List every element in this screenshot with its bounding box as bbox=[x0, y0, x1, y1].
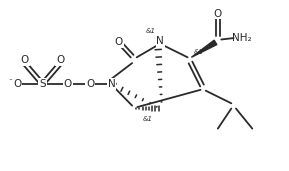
Text: O: O bbox=[214, 9, 222, 19]
Text: O: O bbox=[56, 56, 64, 65]
Text: &1: &1 bbox=[146, 28, 156, 34]
Text: NH₂: NH₂ bbox=[231, 33, 251, 43]
Text: O: O bbox=[86, 79, 95, 89]
Text: N: N bbox=[108, 79, 115, 89]
Text: &1: &1 bbox=[194, 49, 204, 55]
Text: O: O bbox=[114, 37, 123, 47]
Polygon shape bbox=[191, 40, 217, 57]
Text: S: S bbox=[39, 79, 46, 89]
Text: O: O bbox=[64, 79, 72, 89]
Text: ⁻: ⁻ bbox=[8, 78, 14, 88]
Text: N: N bbox=[156, 36, 164, 46]
Text: O: O bbox=[13, 79, 21, 89]
Text: &1: &1 bbox=[142, 116, 152, 122]
Text: O: O bbox=[21, 56, 29, 65]
